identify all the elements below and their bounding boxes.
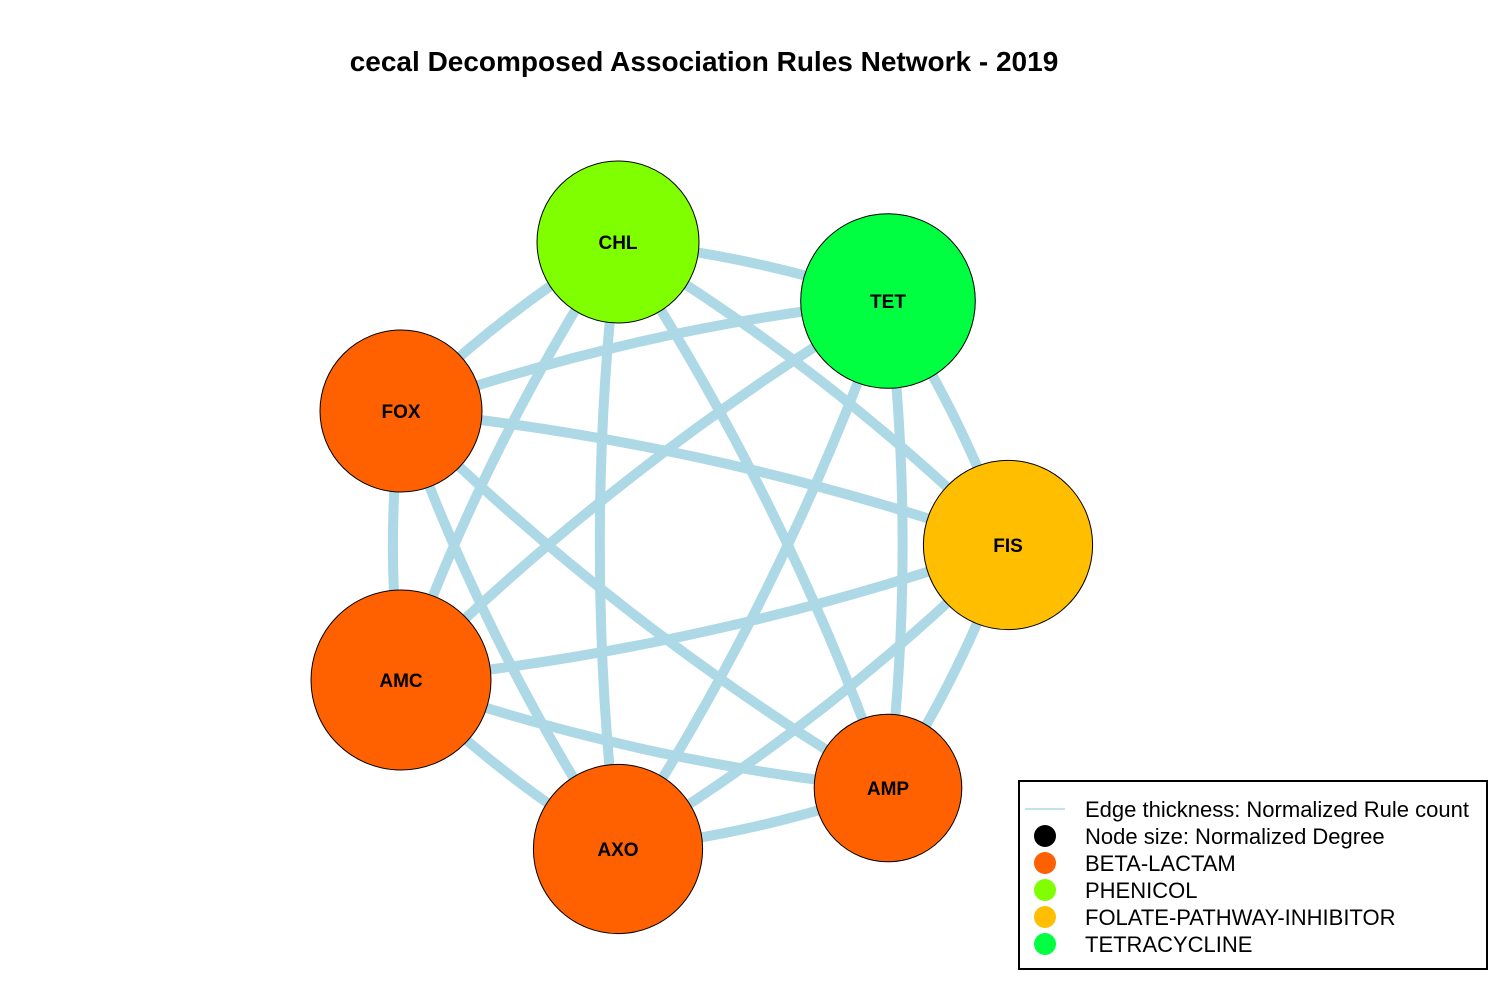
node-label-chl: CHL bbox=[598, 233, 637, 254]
node-label-amc: AMC bbox=[379, 671, 423, 692]
node-circle-axo bbox=[532, 763, 704, 935]
legend-item: Node size: Normalized Degree bbox=[1034, 824, 1385, 849]
legend-items: Edge thickness: Normalized Rule countNod… bbox=[1025, 797, 1469, 957]
node-circle-chl bbox=[536, 160, 700, 324]
node-chl: CHL bbox=[536, 160, 700, 324]
edge-fis-amc bbox=[400, 540, 1010, 685]
node-amp: AMP bbox=[813, 713, 963, 863]
edge-chl-axo bbox=[594, 241, 623, 850]
node-label-amp: AMP bbox=[867, 779, 910, 800]
edge-fis-fox bbox=[400, 406, 1010, 550]
legend: Edge thickness: Normalized Rule countNod… bbox=[1018, 780, 1488, 970]
nodes-layer: CHL TET FIS AMP AXO AMC FOX bbox=[310, 160, 1094, 935]
legend-dot-symbol bbox=[1034, 906, 1056, 928]
legend-label: BETA-LACTAM bbox=[1085, 851, 1236, 876]
legend-box bbox=[1018, 780, 1488, 970]
edge-chl-amp bbox=[613, 239, 893, 790]
diagram-title: cecal Decomposed Association Rules Netwo… bbox=[350, 46, 1059, 77]
node-tet: TET bbox=[800, 213, 976, 389]
node-fis: FIS bbox=[922, 459, 1094, 631]
node-circle-tet bbox=[800, 213, 976, 389]
node-fox: FOX bbox=[319, 329, 483, 493]
legend-label: Edge thickness: Normalized Rule count bbox=[1085, 797, 1469, 822]
legend-item: Edge thickness: Normalized Rule count bbox=[1025, 797, 1469, 822]
legend-dot-symbol bbox=[1034, 852, 1056, 874]
node-circle-fox bbox=[319, 329, 483, 493]
edge-amp-fox bbox=[397, 407, 891, 793]
legend-label: TETRACYCLINE bbox=[1085, 932, 1252, 957]
legend-label: PHENICOL bbox=[1085, 878, 1197, 903]
node-label-tet: TET bbox=[870, 292, 906, 313]
node-label-fox: FOX bbox=[381, 402, 420, 423]
legend-item: PHENICOL bbox=[1034, 878, 1197, 903]
legend-item: BETA-LACTAM bbox=[1034, 851, 1236, 876]
node-circle-amc bbox=[310, 589, 492, 771]
node-axo: AXO bbox=[532, 763, 704, 935]
legend-dot-symbol bbox=[1034, 879, 1056, 901]
legend-dot-symbol bbox=[1034, 933, 1056, 955]
node-label-axo: AXO bbox=[597, 840, 638, 861]
legend-item: FOLATE-PATHWAY-INHIBITOR bbox=[1034, 905, 1395, 930]
node-label-fis: FIS bbox=[993, 536, 1023, 557]
legend-label: FOLATE-PATHWAY-INHIBITOR bbox=[1085, 905, 1395, 930]
legend-label: Node size: Normalized Degree bbox=[1085, 824, 1385, 849]
legend-dot-symbol bbox=[1034, 825, 1056, 847]
legend-item: TETRACYCLINE bbox=[1034, 932, 1252, 957]
node-amc: AMC bbox=[310, 589, 492, 771]
node-circle-amp bbox=[813, 713, 963, 863]
node-circle-fis bbox=[922, 459, 1094, 631]
